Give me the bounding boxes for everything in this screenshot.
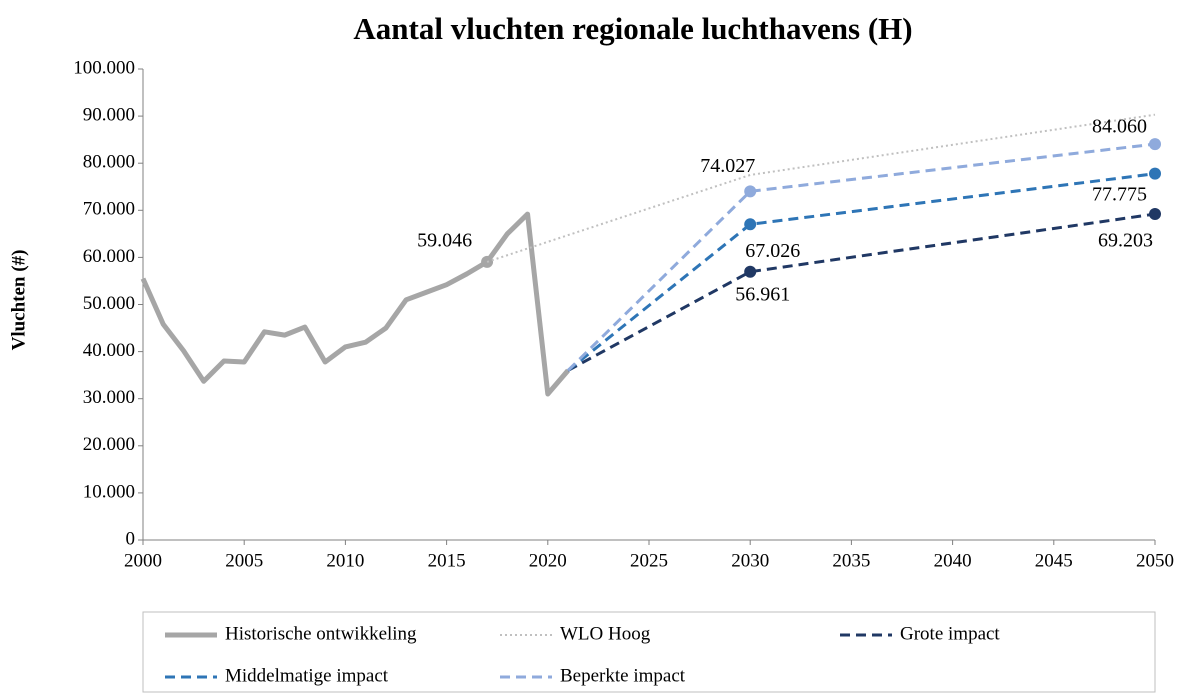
legend-label: Middelmatige impact (225, 665, 389, 686)
x-tick-label: 2050 (1136, 550, 1174, 571)
x-tick-label: 2010 (326, 550, 364, 571)
legend-label: Beperkte impact (560, 665, 686, 686)
y-tick-label: 50.000 (83, 293, 135, 314)
y-tick-label: 100.000 (73, 57, 135, 78)
y-tick-label: 80.000 (83, 152, 135, 173)
data-point (744, 265, 757, 278)
y-tick-label: 60.000 (83, 246, 135, 267)
x-tick-label: 2035 (832, 550, 870, 571)
legend-label: Grote impact (900, 623, 1000, 644)
x-tick-label: 2015 (428, 550, 466, 571)
data-point (1149, 167, 1161, 180)
y-tick-label: 30.000 (83, 387, 135, 408)
legend-label: WLO Hoog (560, 623, 651, 644)
data-point (1149, 208, 1161, 221)
data-label: 77.775 (1092, 183, 1147, 205)
data-label: 84.060 (1092, 116, 1147, 138)
series-line (567, 172, 1156, 372)
x-tick-label: 2000 (124, 550, 162, 571)
series-line (486, 113, 1156, 263)
data-label: 59.046 (417, 229, 472, 251)
y-tick-label: 70.000 (83, 199, 135, 220)
chart-title: Aantal vluchten regionale luchthavens (H… (353, 11, 912, 46)
data-point (1149, 138, 1161, 151)
data-label: 56.961 (735, 283, 790, 305)
y-tick-label: 20.000 (83, 434, 135, 455)
x-tick-label: 2040 (934, 550, 972, 571)
y-tick-label: 10.000 (83, 481, 135, 502)
series-line (140, 211, 570, 397)
y-tick-label: 40.000 (83, 340, 135, 361)
data-point (744, 218, 757, 231)
x-tick-label: 2030 (731, 550, 769, 571)
x-tick-label: 2025 (630, 550, 668, 571)
data-label: 74.027 (700, 155, 755, 177)
series-line (566, 142, 1156, 372)
y-axis-label: Vluchten (#) (8, 250, 29, 351)
data-label: 69.203 (1098, 230, 1153, 252)
legend-box (142, 611, 1156, 693)
x-tick-label: 2020 (529, 550, 567, 571)
y-tick-label: 90.000 (83, 104, 135, 125)
data-point (744, 185, 757, 198)
y-tick-label: 0 (126, 528, 136, 549)
x-tick-label: 2045 (1035, 550, 1073, 571)
data-label: 67.026 (745, 240, 800, 262)
x-tick-label: 2005 (225, 550, 263, 571)
series-line (567, 212, 1156, 372)
legend-label: Historische ontwikkeling (225, 623, 417, 644)
